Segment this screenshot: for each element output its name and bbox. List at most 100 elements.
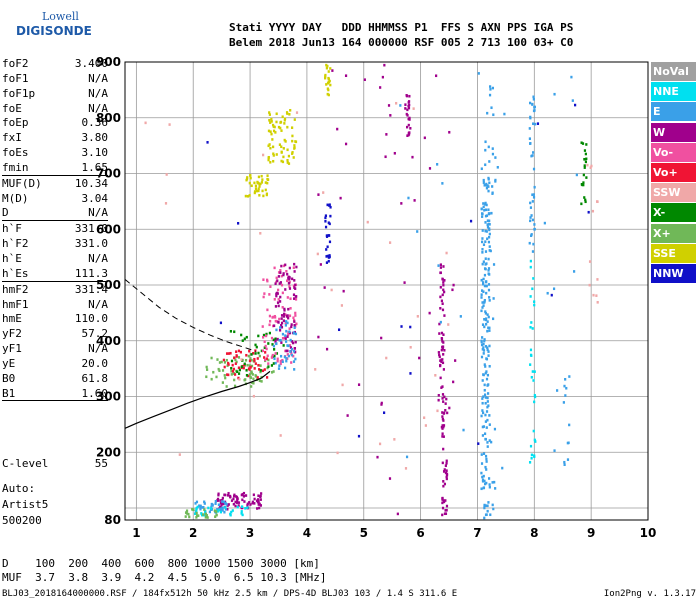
echo-point xyxy=(486,373,490,377)
echo-point xyxy=(250,358,253,362)
echo-point xyxy=(250,353,253,356)
echo-point xyxy=(571,99,574,102)
echo-point xyxy=(278,328,282,332)
echo-point xyxy=(289,338,292,342)
echo-point xyxy=(487,283,491,286)
echo-point xyxy=(282,315,285,318)
echo-point xyxy=(217,367,220,371)
echo-point xyxy=(445,469,448,472)
echo-point xyxy=(275,320,279,323)
echo-point xyxy=(445,459,448,463)
echo-point xyxy=(214,502,217,505)
echo-point xyxy=(266,177,269,181)
echo-point xyxy=(413,199,416,202)
echo-point xyxy=(442,447,445,451)
echo-point xyxy=(274,131,277,134)
echo-point xyxy=(275,120,278,124)
echo-point xyxy=(483,273,487,277)
echo-point xyxy=(442,484,445,488)
echo-point xyxy=(226,494,230,497)
echo-point xyxy=(282,147,285,150)
echo-point xyxy=(344,142,348,146)
param-label: MUF(D) xyxy=(2,176,42,190)
echo-point xyxy=(441,506,445,510)
echo-point xyxy=(291,134,294,138)
param-row: M(D) 3.04 xyxy=(2,191,108,206)
echo-point xyxy=(416,315,419,318)
echo-point xyxy=(279,300,282,303)
echo-point xyxy=(441,424,444,427)
echo-point xyxy=(325,255,328,258)
echo-point xyxy=(493,427,497,431)
echo-point xyxy=(314,368,317,371)
echo-point xyxy=(481,262,484,266)
logo-line2: DIGISONDE xyxy=(16,24,92,38)
echo-point xyxy=(484,250,488,253)
echo-point xyxy=(492,317,495,321)
echo-point xyxy=(490,211,493,215)
echo-point xyxy=(445,504,449,508)
echo-point xyxy=(267,155,270,159)
echo-point xyxy=(441,302,444,306)
echo-point xyxy=(444,499,447,502)
echo-point xyxy=(243,500,246,503)
echo-point xyxy=(294,314,297,317)
echo-point xyxy=(486,405,489,409)
echo-point xyxy=(488,85,492,88)
lowell-digisonde-logo: Lowell DIGISONDE xyxy=(2,4,92,44)
legend-item: W xyxy=(651,122,696,142)
echo-point xyxy=(574,103,577,107)
echo-point xyxy=(530,214,533,217)
echo-point xyxy=(278,282,281,285)
echo-point xyxy=(482,178,485,182)
echo-point xyxy=(293,323,296,327)
echo-point xyxy=(481,347,484,351)
echo-point xyxy=(490,440,493,444)
echo-point xyxy=(446,411,449,415)
echo-point xyxy=(323,286,326,289)
echo-point xyxy=(240,365,243,369)
echo-point xyxy=(279,271,282,274)
echo-point xyxy=(273,324,276,328)
param-label: hmE xyxy=(2,312,22,326)
echo-point xyxy=(214,499,217,503)
echo-point xyxy=(440,348,443,352)
echo-point xyxy=(588,260,592,263)
param-label: h`Es xyxy=(2,266,29,280)
echo-point xyxy=(282,319,285,323)
echo-point xyxy=(319,263,322,266)
c-level-label: C-level xyxy=(2,457,49,470)
echo-point xyxy=(484,208,488,212)
echo-point xyxy=(482,181,485,184)
echo-point xyxy=(292,332,295,335)
echo-point xyxy=(483,383,486,387)
echo-point xyxy=(244,358,248,362)
echo-point xyxy=(533,300,536,304)
echo-point xyxy=(435,74,438,78)
echo-point xyxy=(489,88,492,91)
echo-point xyxy=(294,140,298,144)
echo-point xyxy=(483,479,486,483)
echo-point xyxy=(292,293,296,297)
echo-point xyxy=(492,297,495,300)
echo-point xyxy=(487,501,490,504)
echo-point xyxy=(250,385,253,388)
echo-point xyxy=(252,394,255,398)
echo-point xyxy=(235,360,238,364)
echo-point xyxy=(285,269,288,273)
echo-point xyxy=(486,504,489,508)
echo-point xyxy=(292,156,295,159)
echo-point xyxy=(275,328,278,332)
param-value: N/A xyxy=(88,251,108,265)
echo-point xyxy=(381,75,384,79)
echo-point xyxy=(278,364,281,367)
echo-point xyxy=(385,133,388,136)
echo-point xyxy=(242,491,246,495)
echo-point xyxy=(266,376,269,379)
echo-point xyxy=(439,266,442,269)
echo-point xyxy=(536,122,540,125)
echo-point xyxy=(492,113,495,117)
param-value: 3.04 xyxy=(81,191,109,205)
echo-point xyxy=(196,505,199,509)
echo-point xyxy=(583,164,586,167)
